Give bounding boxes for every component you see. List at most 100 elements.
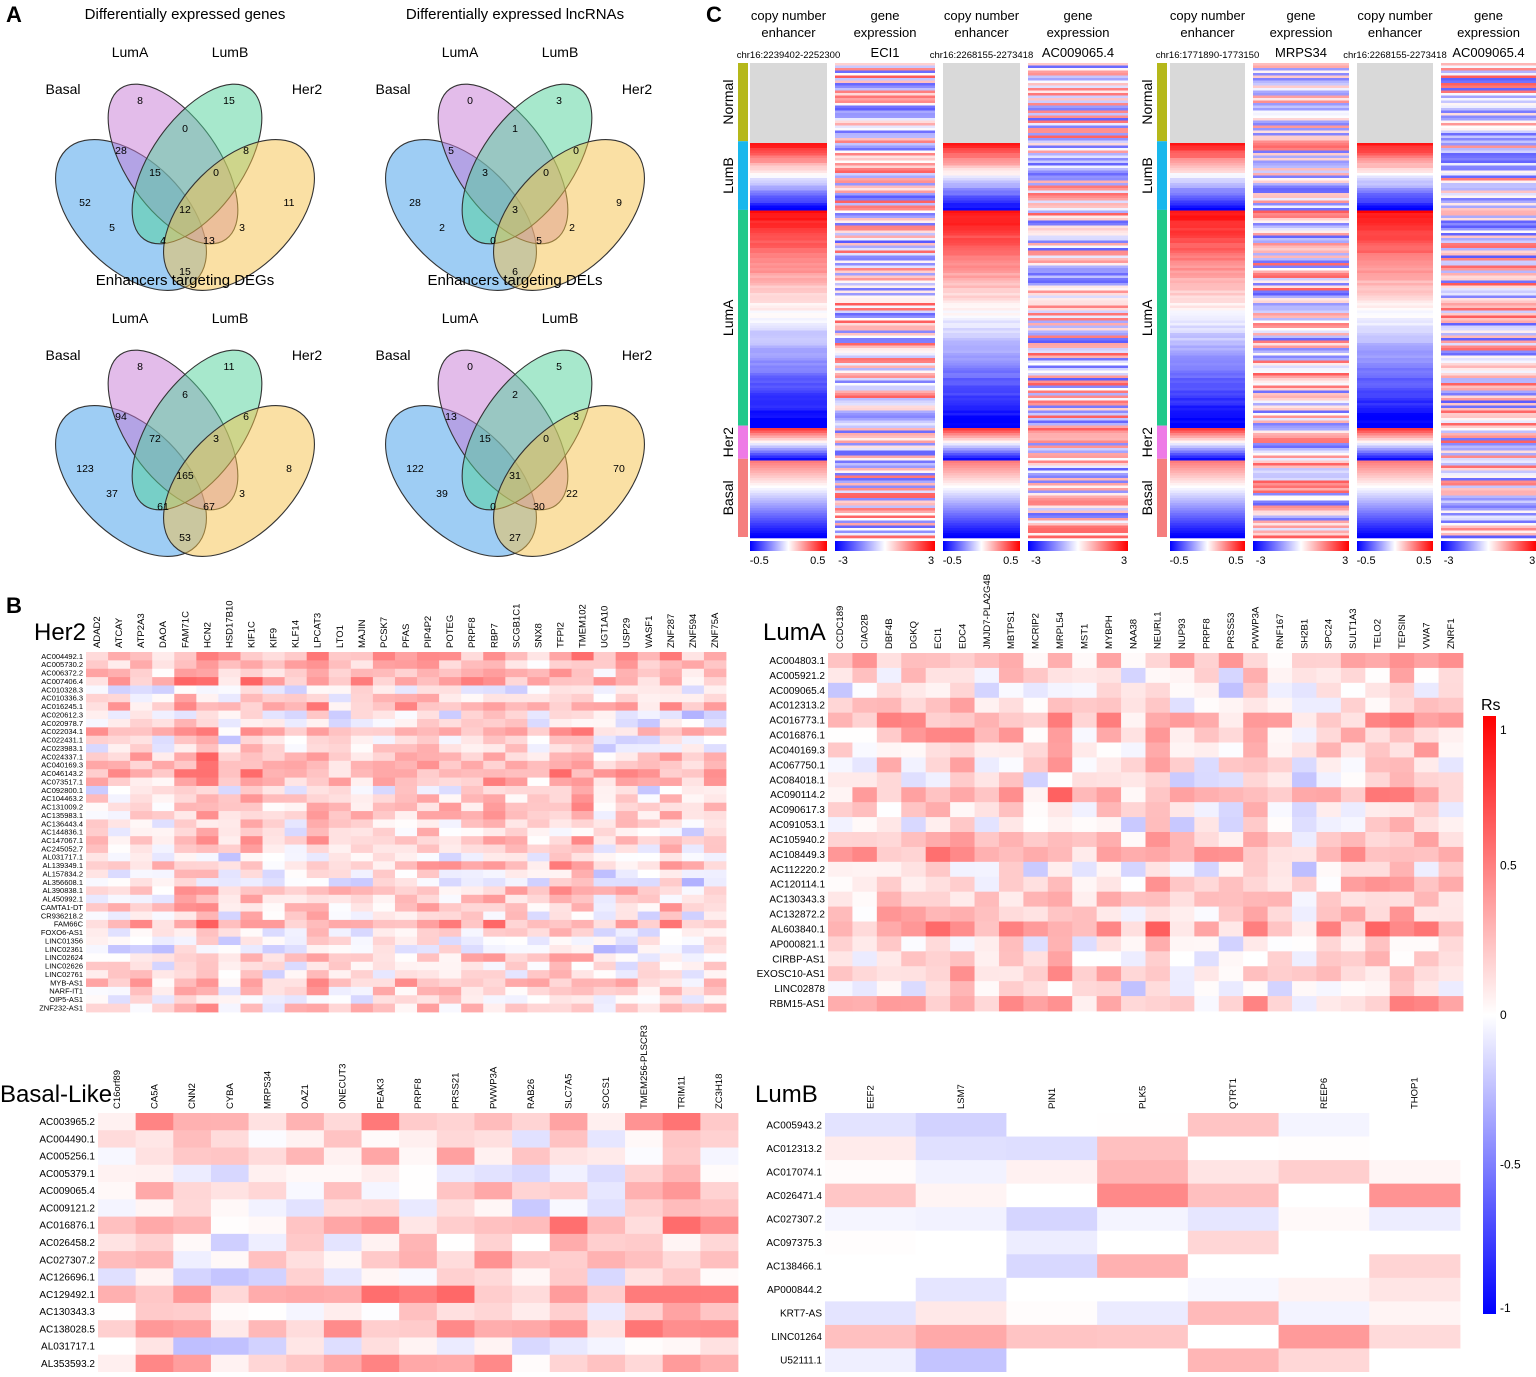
heatmap-cell (1438, 891, 1464, 907)
heatmap-cell (328, 986, 352, 996)
heatmap-cell (901, 712, 927, 728)
heatmap-cell (1316, 697, 1342, 714)
ge-cell (1028, 215, 1128, 219)
heatmap-cell (1278, 1230, 1370, 1255)
cn-cell (750, 445, 827, 449)
heatmap-cell (394, 945, 418, 954)
heatmap-cell (505, 718, 528, 728)
ge-cell (1028, 153, 1128, 156)
heatmap-cell (240, 819, 263, 829)
heatmap-cell (593, 945, 617, 954)
heatmap-cell (659, 995, 683, 1005)
ge-cell (835, 355, 935, 359)
ge-cell (835, 418, 935, 421)
cn-cell (1170, 365, 1245, 369)
heatmap-cell (659, 844, 683, 854)
column-label: TFPI2 (555, 622, 566, 648)
ge-cell (1028, 373, 1128, 376)
heatmap-cell (1389, 966, 1415, 982)
venn-count-h: 8 (286, 463, 292, 475)
heatmap-cell (637, 718, 661, 728)
ge-cell (1028, 140, 1128, 144)
heatmap-cell (527, 819, 550, 829)
heatmap-cell (1267, 667, 1293, 684)
heatmap-cell (1267, 817, 1293, 833)
heatmap-cell (527, 953, 550, 963)
ge-cell (1028, 198, 1128, 201)
heatmap-cell (915, 1254, 1007, 1279)
cn-cell (750, 418, 827, 421)
heatmap-cell (436, 1233, 475, 1252)
cn-cell (1357, 218, 1433, 221)
heatmap-cell (625, 1268, 664, 1287)
heatmap-cell (130, 718, 153, 728)
cn-cell (750, 200, 827, 204)
scale-min: -3 (1031, 555, 1041, 567)
ge-cell (1253, 353, 1349, 356)
cn-cell (750, 180, 827, 184)
cn-cell (1170, 385, 1245, 389)
heatmap-cell (174, 677, 197, 686)
heatmap-cell (659, 903, 683, 912)
heatmap-cell (1097, 1254, 1189, 1279)
ge-cell (835, 403, 935, 406)
cn-cell (750, 373, 827, 376)
cn-cell (1170, 143, 1245, 146)
heatmap-cell (284, 802, 308, 812)
heatmap-lumb: LumBAC005943.2AC012313.2AC017074.1AC0264… (755, 1077, 1461, 1373)
heatmap-cell (1389, 846, 1415, 863)
cn-cell (943, 295, 1020, 299)
row-label: AC009065.4 (39, 1186, 95, 1197)
cn-cell (1357, 490, 1433, 494)
heatmap-cell (512, 1182, 551, 1200)
heatmap-cell (625, 1199, 664, 1217)
ge-cell (1253, 185, 1349, 189)
ge-cell (1441, 340, 1536, 344)
heatmap-cell (461, 693, 484, 703)
heatmap-cell (152, 878, 175, 887)
heatmap-cell (527, 986, 550, 996)
cn-cell (1170, 203, 1245, 206)
cn-cell (1170, 238, 1245, 241)
heatmap-cell (659, 693, 683, 703)
cn-cell (943, 435, 1020, 439)
heatmap-cell (876, 966, 902, 982)
heatmap-cell (218, 936, 241, 946)
heatmap-cell (284, 777, 308, 787)
heatmap-cell (1047, 757, 1073, 773)
heatmap-cell (703, 735, 727, 745)
heatmap-cell (1187, 1183, 1279, 1208)
heatmap-cell (1047, 817, 1073, 833)
heatmap-cell (527, 777, 550, 787)
heatmap-cell (1218, 787, 1244, 803)
heatmap-cell (152, 861, 175, 871)
cn-cell (1357, 358, 1433, 361)
ge-cell (1028, 498, 1128, 501)
heatmap-cell (1438, 772, 1464, 788)
heatmap-cell (98, 1302, 137, 1321)
heatmap-cell (328, 685, 352, 695)
heatmap-cell (828, 682, 853, 699)
heatmap-cell (439, 961, 462, 971)
heatmap-cell (593, 836, 617, 845)
cn-cell (943, 203, 1020, 206)
heatmap-cell (439, 886, 462, 896)
heatmap-cell (328, 827, 352, 837)
row-label: AL031717.1 (41, 1342, 95, 1353)
heatmap-cell (328, 928, 352, 938)
cn-cell (943, 75, 1020, 79)
heatmap-cell (1096, 981, 1122, 997)
cn-cell (1357, 353, 1433, 356)
heatmap-cell (240, 928, 263, 938)
heatmap-cell (1340, 891, 1366, 907)
ge-cell (1028, 315, 1128, 319)
heatmap-cell (1169, 817, 1195, 833)
heatmap-cell (1096, 772, 1122, 788)
heatmap-cell (361, 1164, 400, 1183)
ge-cell (835, 415, 935, 419)
cn-cell (943, 420, 1020, 424)
cn-cell (750, 175, 827, 179)
cn-cell (1170, 510, 1245, 514)
cn-cell (943, 150, 1020, 154)
heatmap-cell (828, 891, 853, 907)
